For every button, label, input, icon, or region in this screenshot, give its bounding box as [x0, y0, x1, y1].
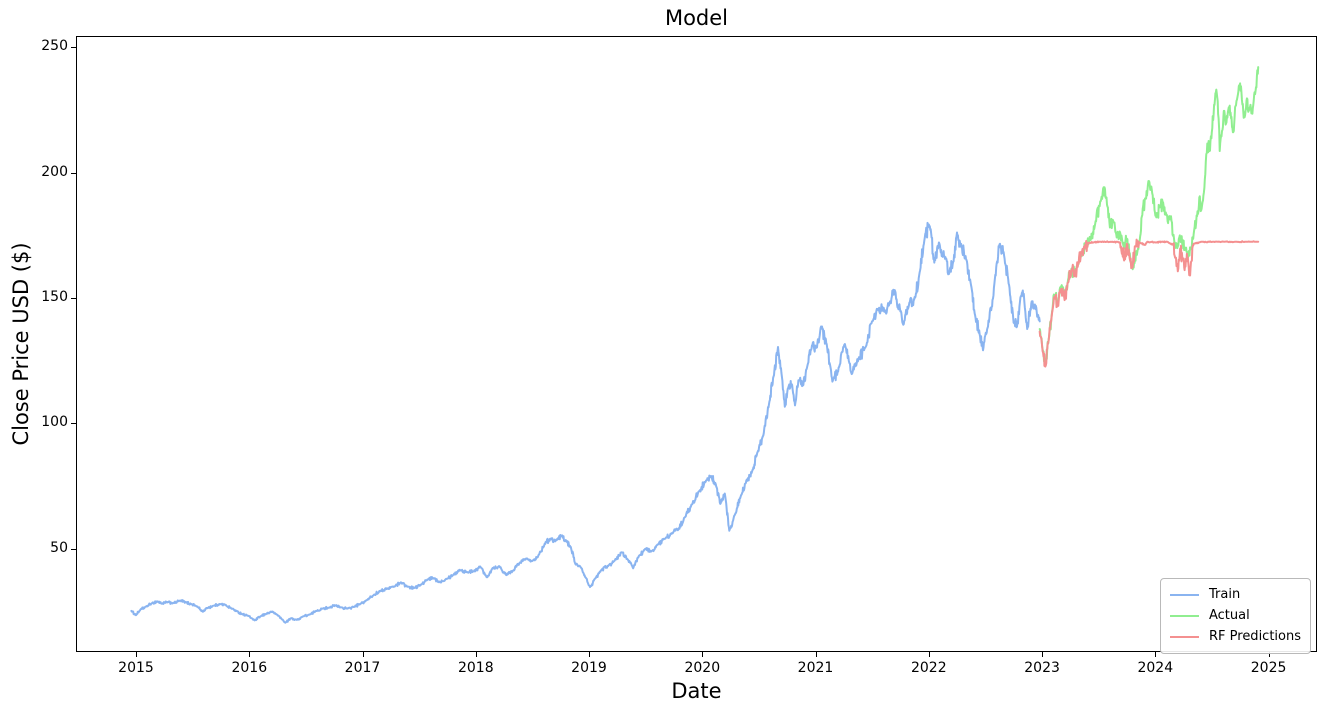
x-tick-mark	[1042, 652, 1044, 657]
x-tick-mark	[362, 652, 364, 657]
legend-label: Train	[1209, 587, 1241, 602]
x-tick-label: 2022	[910, 660, 947, 676]
x-tick-label: 2020	[684, 660, 721, 676]
y-tick-label: 50	[50, 539, 68, 556]
y-tick-mark	[71, 297, 76, 299]
x-tick-mark	[702, 652, 704, 657]
legend-label: Actual	[1209, 608, 1250, 623]
y-tick-mark	[71, 423, 76, 425]
x-tick-label: 2019	[571, 660, 607, 676]
y-tick-mark	[71, 548, 76, 550]
legend-line-swatch	[1170, 635, 1199, 638]
x-tick-mark	[249, 652, 251, 657]
y-tick-label: 250	[41, 38, 68, 55]
y-tick-mark	[71, 172, 76, 174]
series-line-rf-predictions	[1038, 238, 1260, 368]
plot-canvas	[130, 66, 1260, 624]
legend-line-swatch	[1170, 614, 1199, 617]
x-tick-mark	[815, 652, 817, 657]
x-tick-label: 2015	[118, 660, 154, 676]
x-tick-label: 2018	[457, 660, 494, 676]
x-tick-label: 2025	[1250, 660, 1287, 676]
x-tick-mark	[136, 652, 137, 657]
y-tick-label: 100	[41, 414, 68, 431]
legend-item-actual: Actual	[1170, 605, 1301, 626]
x-tick-label: 2016	[231, 660, 268, 676]
x-tick-mark	[589, 652, 590, 657]
x-tick-mark	[1155, 652, 1157, 657]
x-tick-mark	[1268, 652, 1270, 657]
y-tick-label: 150	[41, 288, 68, 305]
x-tick-label: 2017	[344, 660, 381, 676]
y-tick-label: 200	[41, 163, 68, 180]
legend: Train Actual RF Predictions	[1160, 578, 1311, 654]
x-tick-mark	[475, 652, 477, 657]
x-tick-mark	[928, 652, 930, 657]
chart-title: Model	[664, 6, 729, 30]
legend-item-rf-predictions: RF Predictions	[1170, 626, 1301, 647]
x-tick-label: 2021	[797, 660, 834, 676]
x-axis-label: Date	[671, 679, 722, 703]
series-line-train	[130, 221, 1041, 624]
y-tick-mark	[71, 47, 76, 49]
plot-area	[76, 36, 1317, 652]
legend-line-swatch	[1170, 593, 1199, 596]
legend-item-train: Train	[1170, 584, 1301, 605]
x-tick-label: 2023	[1024, 660, 1060, 676]
series-line-actual	[1038, 66, 1260, 367]
x-tick-label: 2024	[1137, 660, 1174, 676]
legend-label: RF Predictions	[1209, 629, 1301, 644]
